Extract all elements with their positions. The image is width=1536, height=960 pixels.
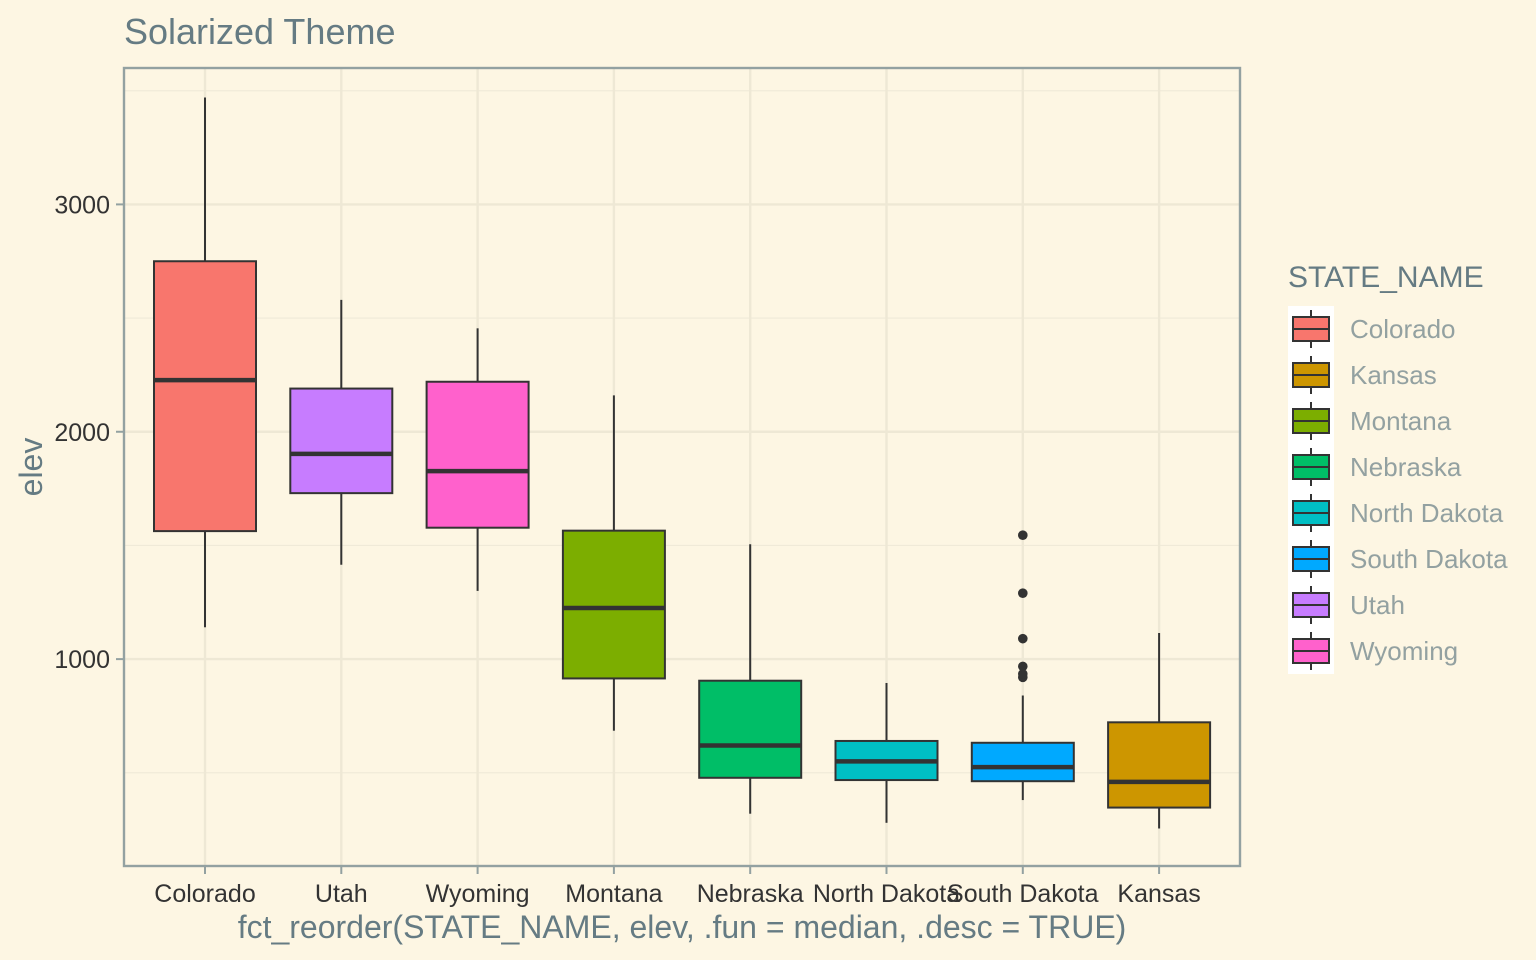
legend-label: North Dakota: [1350, 498, 1504, 528]
iqr-box: [561, 529, 666, 680]
outlier-point: [1018, 661, 1028, 672]
iqr-box: [425, 380, 530, 529]
legend-title: STATE_NAME: [1288, 261, 1484, 294]
legend-label: Montana: [1350, 406, 1452, 436]
y-tick-label: 1000: [54, 646, 110, 674]
box-north-dakota: [834, 682, 939, 823]
outlier-point: [1018, 633, 1028, 644]
x-axis-title: fct_reorder(STATE_NAME, elev, .fun = med…: [238, 909, 1127, 945]
legend-item-wyoming: Wyoming: [1288, 628, 1458, 674]
x-tick-label: Montana: [565, 880, 662, 908]
iqr-box: [698, 679, 803, 779]
x-tick-label: South Dakota: [947, 880, 1099, 908]
y-tick-label: 3000: [54, 191, 110, 219]
legend: STATE_NAME Colorado Kansas Montana Nebraska…: [1288, 261, 1508, 674]
panel-border: [122, 66, 1242, 868]
legend-label: Nebraska: [1350, 452, 1462, 482]
iqr-box: [1107, 721, 1212, 809]
legend-item-montana: Montana: [1288, 398, 1452, 444]
x-tick-label: Colorado: [154, 880, 255, 908]
box-utah: [289, 299, 394, 565]
outlier-point: [1018, 588, 1028, 598]
box-wyoming: [425, 328, 530, 591]
y-axis-title: elev: [13, 438, 49, 497]
legend-label: Utah: [1350, 590, 1405, 620]
iqr-box: [153, 260, 257, 533]
legend-item-kansas: Kansas: [1288, 352, 1437, 398]
x-tick-label: Utah: [315, 880, 368, 908]
legend-label: Colorado: [1350, 314, 1456, 344]
box-colorado: [153, 97, 257, 628]
outlier-point: [1018, 669, 1028, 679]
legend-item-colorado: Colorado: [1288, 306, 1456, 352]
x-tick-label: Wyoming: [426, 880, 530, 908]
legend-item-utah: Utah: [1288, 582, 1405, 628]
x-tick-label: North Dakota: [813, 880, 960, 908]
legend-label: Wyoming: [1350, 636, 1458, 666]
legend-item-nebraska: Nebraska: [1288, 444, 1462, 490]
box-nebraska: [698, 544, 803, 814]
chart-title: Solarized Theme: [124, 11, 395, 52]
outlier-point: [1018, 530, 1028, 541]
legend-label: South Dakota: [1350, 544, 1508, 574]
plot-panel: 1000 2000 3000 Colorado Utah Wyoming Montana Ne…: [54, 66, 1242, 908]
box-kansas: [1107, 632, 1212, 829]
legend-label: Kansas: [1350, 360, 1437, 390]
y-tick-label: 2000: [54, 419, 110, 447]
box-montana: [561, 395, 666, 731]
iqr-box: [970, 741, 1075, 783]
x-tick-label: Kansas: [1117, 880, 1200, 908]
box-south-dakota: [970, 530, 1075, 801]
legend-item-south-dakota: South Dakota: [1288, 536, 1508, 582]
legend-item-north-dakota: North Dakota: [1288, 490, 1504, 536]
x-tick-label: Nebraska: [697, 880, 804, 908]
iqr-box: [289, 387, 394, 495]
